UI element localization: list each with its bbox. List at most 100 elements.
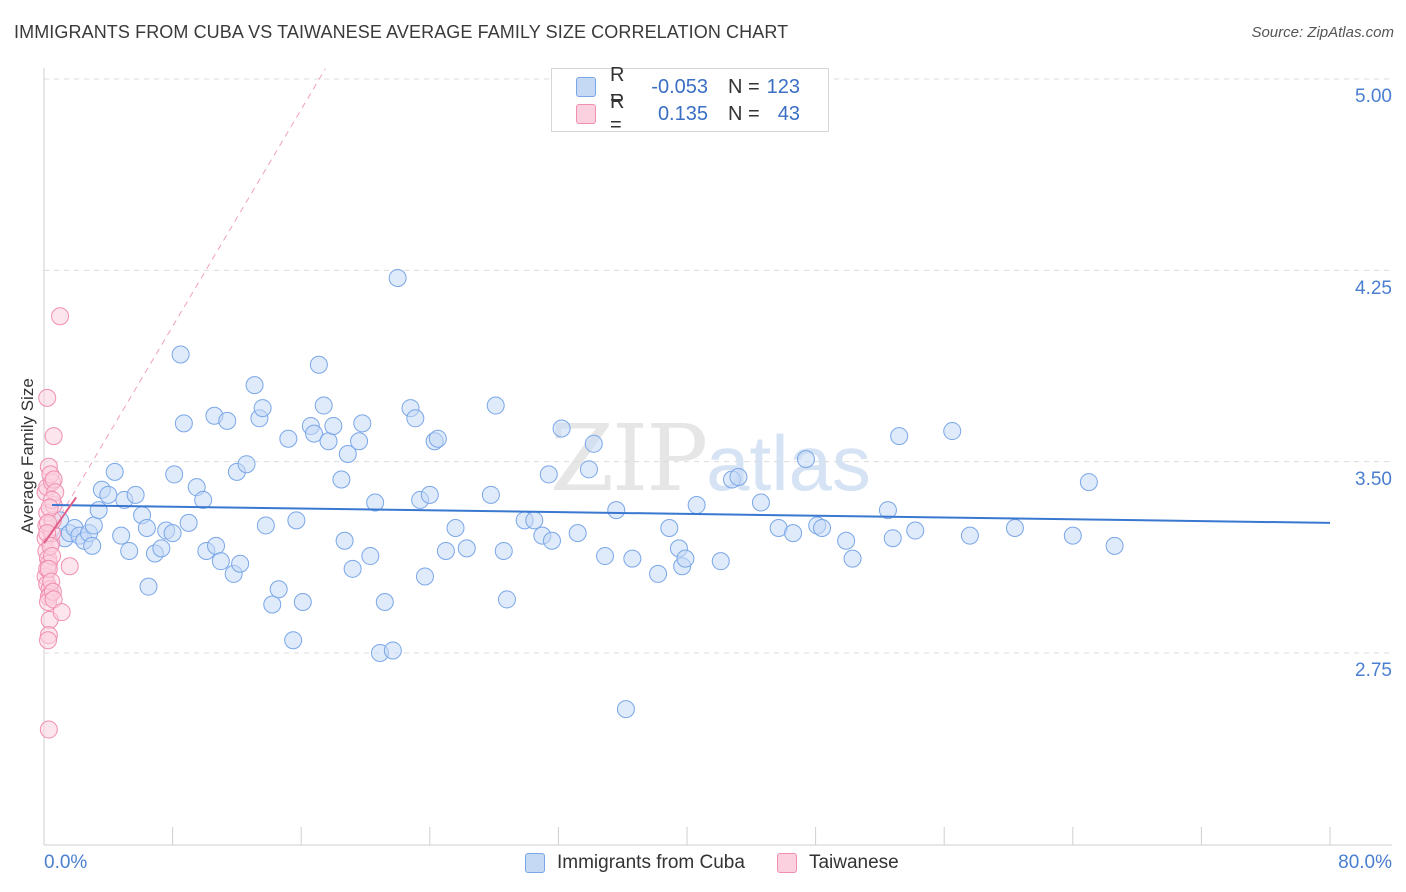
- legend-swatch-taiwanese: [776, 853, 797, 873]
- chart-title: IMMIGRANTS FROM CUBA VS TAIWANESE AVERAG…: [14, 22, 789, 42]
- data-point-cuba: [120, 541, 139, 560]
- data-point-cuba: [388, 268, 407, 287]
- data-point-cuba: [542, 531, 561, 550]
- data-point-cuba: [105, 462, 124, 481]
- series-legend: Immigrants from Cuba Taiwanese: [525, 852, 931, 874]
- r-value: -0.053: [651, 75, 708, 98]
- y-tick-label: 3.50: [1355, 469, 1392, 490]
- data-point-cuba: [616, 700, 635, 719]
- r-label: R =: [610, 91, 625, 136]
- data-point-cuba: [486, 396, 505, 415]
- data-point-taiwanese: [40, 498, 59, 517]
- legend-item-cuba: Immigrants from Cuba: [525, 852, 745, 874]
- data-point-cuba: [366, 493, 385, 512]
- y-tick-label: 4.25: [1355, 278, 1392, 299]
- data-point-cuba: [539, 465, 558, 484]
- data-point-cuba: [906, 521, 925, 540]
- data-point-cuba: [784, 524, 803, 543]
- data-point-cuba: [335, 531, 354, 550]
- data-point-cuba: [525, 511, 544, 530]
- data-point-cuba: [253, 399, 272, 418]
- legend-item-taiwanese: Taiwanese: [776, 852, 899, 874]
- data-point-cuba: [83, 536, 102, 555]
- data-point-cuba: [687, 496, 706, 515]
- data-point-cuba: [361, 547, 380, 566]
- source-label: Source: ZipAtlas.com: [1251, 24, 1394, 41]
- data-point-cuba: [843, 549, 862, 568]
- data-point-cuba: [481, 485, 500, 504]
- n-value: 123: [766, 75, 800, 98]
- n-label: N =: [728, 75, 760, 98]
- data-point-cuba: [943, 422, 962, 441]
- data-point-cuba: [1005, 518, 1024, 537]
- data-point-cuba: [457, 539, 476, 558]
- data-point-cuba: [126, 485, 145, 504]
- data-point-taiwanese: [39, 631, 58, 650]
- data-point-cuba: [751, 493, 770, 512]
- legend-swatch-cuba: [576, 77, 596, 97]
- legend-label-cuba: Immigrants from Cuba: [557, 852, 745, 873]
- data-point-cuba: [137, 518, 156, 537]
- data-point-taiwanese: [38, 388, 57, 407]
- data-point-cuba: [165, 465, 184, 484]
- legend-label-taiwanese: Taiwanese: [808, 852, 899, 873]
- legend-row-taiwanese: R = 0.135 N = 43: [576, 91, 800, 136]
- data-point-cuba: [237, 455, 256, 474]
- data-point-cuba: [415, 567, 434, 586]
- legend-swatch-taiwanese: [576, 104, 596, 124]
- data-point-cuba: [194, 490, 213, 509]
- r-label: R =: [610, 64, 625, 109]
- data-point-cuba: [552, 419, 571, 438]
- data-point-taiwanese: [44, 590, 63, 609]
- data-point-cuba: [878, 501, 897, 520]
- data-point-cuba: [231, 554, 250, 573]
- data-point-cuba: [89, 501, 108, 520]
- data-point-cuba: [729, 467, 748, 486]
- data-point-cuba: [152, 539, 171, 558]
- data-point-taiwanese: [60, 557, 79, 576]
- data-point-cuba: [324, 416, 343, 435]
- n-label: N =: [728, 102, 760, 125]
- data-point-cuba: [84, 516, 103, 535]
- data-point-cuba: [406, 409, 425, 428]
- data-point-cuba: [584, 434, 603, 453]
- data-point-cuba: [179, 513, 198, 532]
- data-point-cuba: [796, 450, 815, 469]
- data-point-cuba: [428, 429, 447, 448]
- data-point-cuba: [293, 592, 312, 611]
- data-point-taiwanese: [51, 307, 70, 326]
- x-tick-label: 0.0%: [44, 852, 88, 873]
- trend-line-taiwanese: [43, 496, 77, 544]
- y-tick-label: 5.00: [1355, 86, 1392, 107]
- data-point-cuba: [960, 526, 979, 545]
- data-point-cuba: [332, 470, 351, 489]
- data-point-cuba: [353, 414, 372, 433]
- watermark-zip: ZIP: [550, 405, 708, 512]
- legend-row-cuba: R = -0.053 N = 123: [576, 64, 800, 109]
- data-point-cuba: [287, 511, 306, 530]
- data-point-cuba: [420, 485, 439, 504]
- data-point-cuba: [660, 518, 679, 537]
- data-point-cuba: [446, 518, 465, 537]
- data-point-cuba: [174, 414, 193, 433]
- data-point-cuba: [99, 485, 118, 504]
- data-point-taiwanese: [39, 720, 58, 739]
- legend-swatch-cuba: [525, 853, 545, 873]
- y-tick-label: 2.75: [1355, 660, 1392, 681]
- data-point-cuba: [171, 345, 190, 364]
- watermark-atlas: atlas: [706, 419, 871, 507]
- data-point-cuba: [494, 541, 513, 560]
- data-point-taiwanese: [52, 603, 71, 622]
- data-point-cuba: [263, 595, 282, 614]
- data-point-cuba: [350, 432, 369, 451]
- n-value: 43: [777, 102, 800, 125]
- data-point-cuba: [1063, 526, 1082, 545]
- data-point-cuba: [279, 429, 298, 448]
- data-point-cuba: [607, 501, 626, 520]
- y-axis-label: Average Family Size: [18, 378, 37, 534]
- stats-legend: R = -0.053 N = 123 R = 0.135 N = 43: [551, 64, 829, 136]
- data-point-cuba: [623, 549, 642, 568]
- data-point-cuba: [837, 531, 856, 550]
- data-point-cuba: [207, 536, 226, 555]
